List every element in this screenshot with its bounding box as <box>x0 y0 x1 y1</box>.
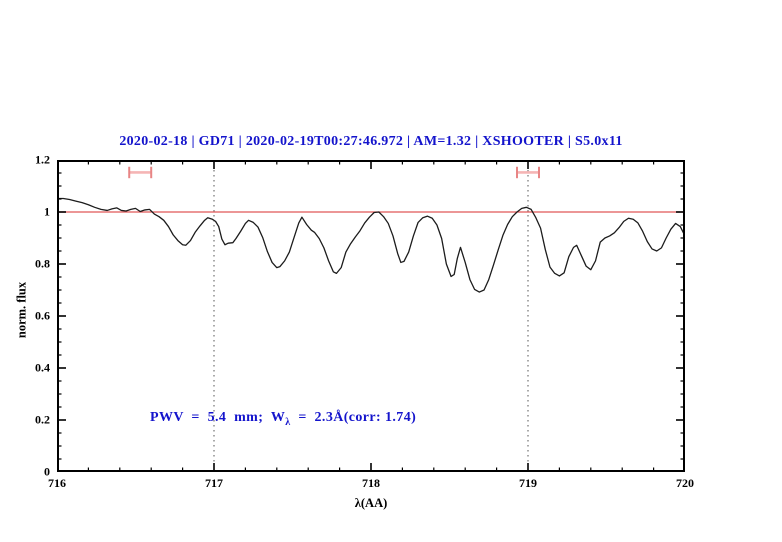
spectrum-plot <box>57 160 685 472</box>
y-tick-label: 0.8 <box>35 256 50 271</box>
y-tick-label: 1.2 <box>35 152 50 167</box>
spectrum-curve <box>57 197 685 293</box>
x-tick-label: 720 <box>676 476 694 490</box>
pwv-annotation: PWV = 5.4 mm; Wλ = 2.3Å(corr: 1.74) <box>150 410 416 428</box>
annotation-text-post: = 2.3Å(corr: 1.74) <box>290 410 417 425</box>
annotation-text-pre: PWV = 5.4 mm; W <box>150 410 286 425</box>
y-tick-label: 0.6 <box>35 308 50 323</box>
y-tick-label: 0 <box>44 464 50 479</box>
x-tick-label: 716 <box>48 476 66 490</box>
annotation-lambda-subscript: λ <box>285 416 291 428</box>
y-tick-label: 1 <box>44 204 50 219</box>
x-tick-label: 719 <box>519 476 537 490</box>
x-tick-label: 717 <box>205 476 223 490</box>
y-axis-label: norm. flux <box>14 281 29 339</box>
plot-title: 2020-02-18 | GD71 | 2020-02-19T00:27:46.… <box>119 134 623 149</box>
y-tick-label: 0.4 <box>35 360 50 375</box>
x-tick-label: 718 <box>362 476 380 490</box>
y-tick-label: 0.2 <box>35 412 50 427</box>
x-axis-label: λ(AA) <box>354 496 388 510</box>
